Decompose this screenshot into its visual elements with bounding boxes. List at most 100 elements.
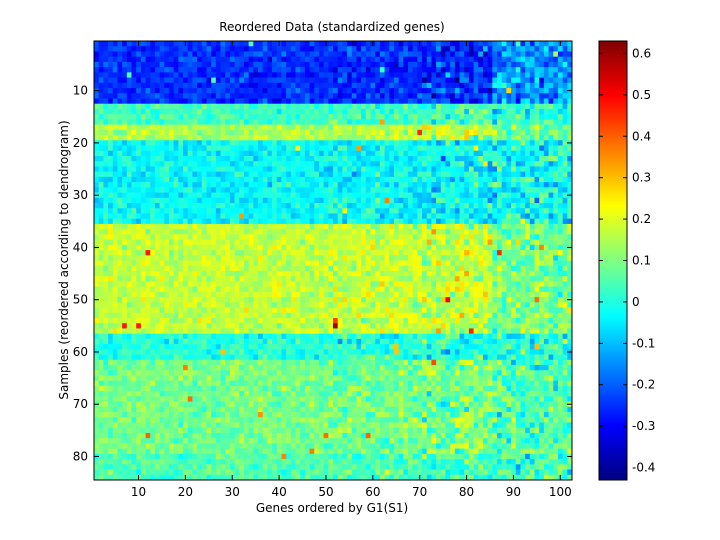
heatmap-cell: [454, 176, 460, 183]
heatmap-cell: [243, 103, 249, 110]
heatmap-cell: [506, 260, 512, 267]
heatmap-cell: [497, 161, 503, 167]
heatmap-cell: [272, 281, 278, 287]
heatmap-cell: [562, 260, 568, 267]
heatmap-cell: [403, 129, 409, 136]
heatmap-cell: [365, 108, 371, 115]
heatmap-cell: [454, 250, 460, 256]
heatmap-cell: [295, 260, 301, 267]
heatmap-cell: [136, 61, 142, 68]
heatmap-cell: [482, 197, 488, 204]
heatmap-cell: [431, 155, 437, 162]
heatmap-cell: [365, 182, 371, 188]
heatmap-cell: [300, 187, 306, 193]
heatmap-cell: [525, 51, 531, 58]
heatmap-cell: [361, 161, 367, 167]
heatmap-cell: [304, 244, 310, 251]
heatmap-cell: [215, 72, 221, 78]
heatmap-cell: [333, 281, 339, 287]
heatmap-cell: [206, 270, 212, 277]
heatmap-cell: [286, 98, 292, 105]
heatmap-cell: [398, 229, 404, 235]
heatmap-cell: [197, 223, 203, 230]
heatmap-cell: [206, 108, 212, 115]
heatmap-cell: [159, 98, 165, 105]
heatmap-cell: [117, 260, 123, 267]
heatmap-cell: [492, 129, 498, 136]
heatmap-cell: [543, 276, 549, 282]
heatmap-cell: [248, 108, 254, 115]
heatmap-cell: [136, 260, 142, 267]
heatmap-cell: [412, 197, 418, 204]
heatmap-cell: [253, 218, 259, 225]
heatmap-cell: [473, 213, 479, 220]
heatmap-cell: [126, 250, 132, 256]
heatmap-cell: [407, 250, 414, 256]
heatmap-cell: [145, 108, 151, 115]
heatmap-cell: [501, 114, 507, 120]
heatmap-cell: [215, 150, 221, 157]
heatmap-cell: [215, 265, 221, 272]
heatmap-cell: [515, 203, 521, 209]
heatmap-cell: [136, 197, 142, 204]
heatmap-cell: [492, 213, 498, 220]
heatmap-cell: [459, 41, 465, 47]
heatmap-cell: [112, 56, 118, 63]
heatmap-cell: [206, 119, 212, 125]
heatmap-cell: [506, 281, 512, 287]
heatmap-cell: [318, 208, 324, 214]
heatmap-cell: [136, 119, 142, 125]
heatmap-cell: [492, 281, 498, 287]
heatmap-cell: [450, 67, 456, 73]
heatmap-cell: [220, 82, 226, 89]
heatmap-cell: [557, 161, 563, 167]
heatmap-cell: [183, 176, 189, 183]
heatmap-cell: [234, 234, 240, 240]
heatmap-cell: [440, 260, 446, 267]
heatmap-cell: [136, 140, 142, 146]
heatmap-cell: [314, 77, 320, 84]
heatmap-cell: [108, 51, 114, 58]
heatmap-cell: [328, 82, 334, 89]
heatmap-cell: [215, 108, 221, 115]
heatmap-cell: [131, 171, 137, 178]
heatmap-cell: [440, 67, 446, 73]
heatmap-cell: [178, 281, 184, 287]
heatmap-cell: [342, 244, 348, 251]
heatmap-cell: [239, 103, 245, 110]
heatmap-cell: [375, 155, 381, 162]
heatmap-cell: [529, 77, 535, 84]
heatmap-cell: [356, 140, 362, 146]
heatmap-cell: [197, 56, 203, 63]
heatmap-cell: [342, 218, 348, 225]
heatmap-cell: [168, 281, 175, 287]
heatmap-cell: [492, 192, 498, 199]
heatmap-cell: [94, 51, 100, 58]
heatmap-cell: [304, 250, 310, 256]
heatmap-cell: [103, 265, 109, 272]
heatmap-cell: [300, 197, 306, 204]
heatmap-cell: [426, 244, 432, 251]
heatmap-cell: [412, 239, 418, 246]
heatmap-cell: [159, 171, 165, 178]
heatmap-cell: [370, 56, 376, 63]
heatmap-cell: [215, 114, 221, 120]
heatmap-cell: [234, 124, 240, 131]
heatmap-cell: [197, 234, 203, 240]
heatmap-cell: [539, 187, 545, 193]
heatmap-cell: [539, 51, 545, 58]
heatmap-cell: [515, 51, 521, 58]
heatmap-cell: [384, 114, 390, 120]
heatmap-cell: [567, 51, 573, 58]
heatmap-cell: [351, 218, 357, 225]
heatmap-cell: [511, 176, 517, 183]
heatmap-cell: [539, 182, 545, 188]
heatmap-cell: [436, 41, 442, 47]
heatmap-cell: [407, 114, 414, 120]
heatmap-cell: [140, 88, 146, 94]
heatmap-cell: [534, 103, 540, 110]
heatmap-cell: [201, 98, 207, 105]
heatmap-cell: [403, 46, 409, 52]
heatmap-cell: [393, 166, 399, 173]
heatmap-cell: [206, 155, 212, 162]
